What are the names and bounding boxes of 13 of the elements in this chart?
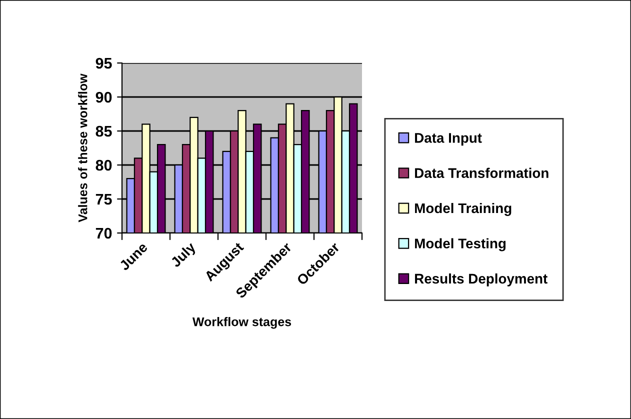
y-tick-label: 85 bbox=[96, 126, 112, 137]
y-tick-label: 80 bbox=[96, 160, 112, 171]
y-tick-label: 75 bbox=[96, 194, 112, 205]
legend-label: Results Deployment bbox=[415, 273, 548, 286]
legend-label: Model Testing bbox=[415, 238, 506, 252]
legend-label: Data Input bbox=[415, 133, 482, 146]
x-axis-title: Workflow stages bbox=[192, 317, 292, 329]
y-tick-label: 90 bbox=[96, 92, 112, 103]
legend-label: Data Transformation bbox=[415, 168, 548, 178]
legend-label: Model Training bbox=[415, 202, 512, 216]
y-axis-title: Values of these workflow bbox=[78, 74, 88, 222]
y-tick-label: 95 bbox=[96, 58, 112, 69]
y-tick-label: 70 bbox=[96, 228, 112, 239]
